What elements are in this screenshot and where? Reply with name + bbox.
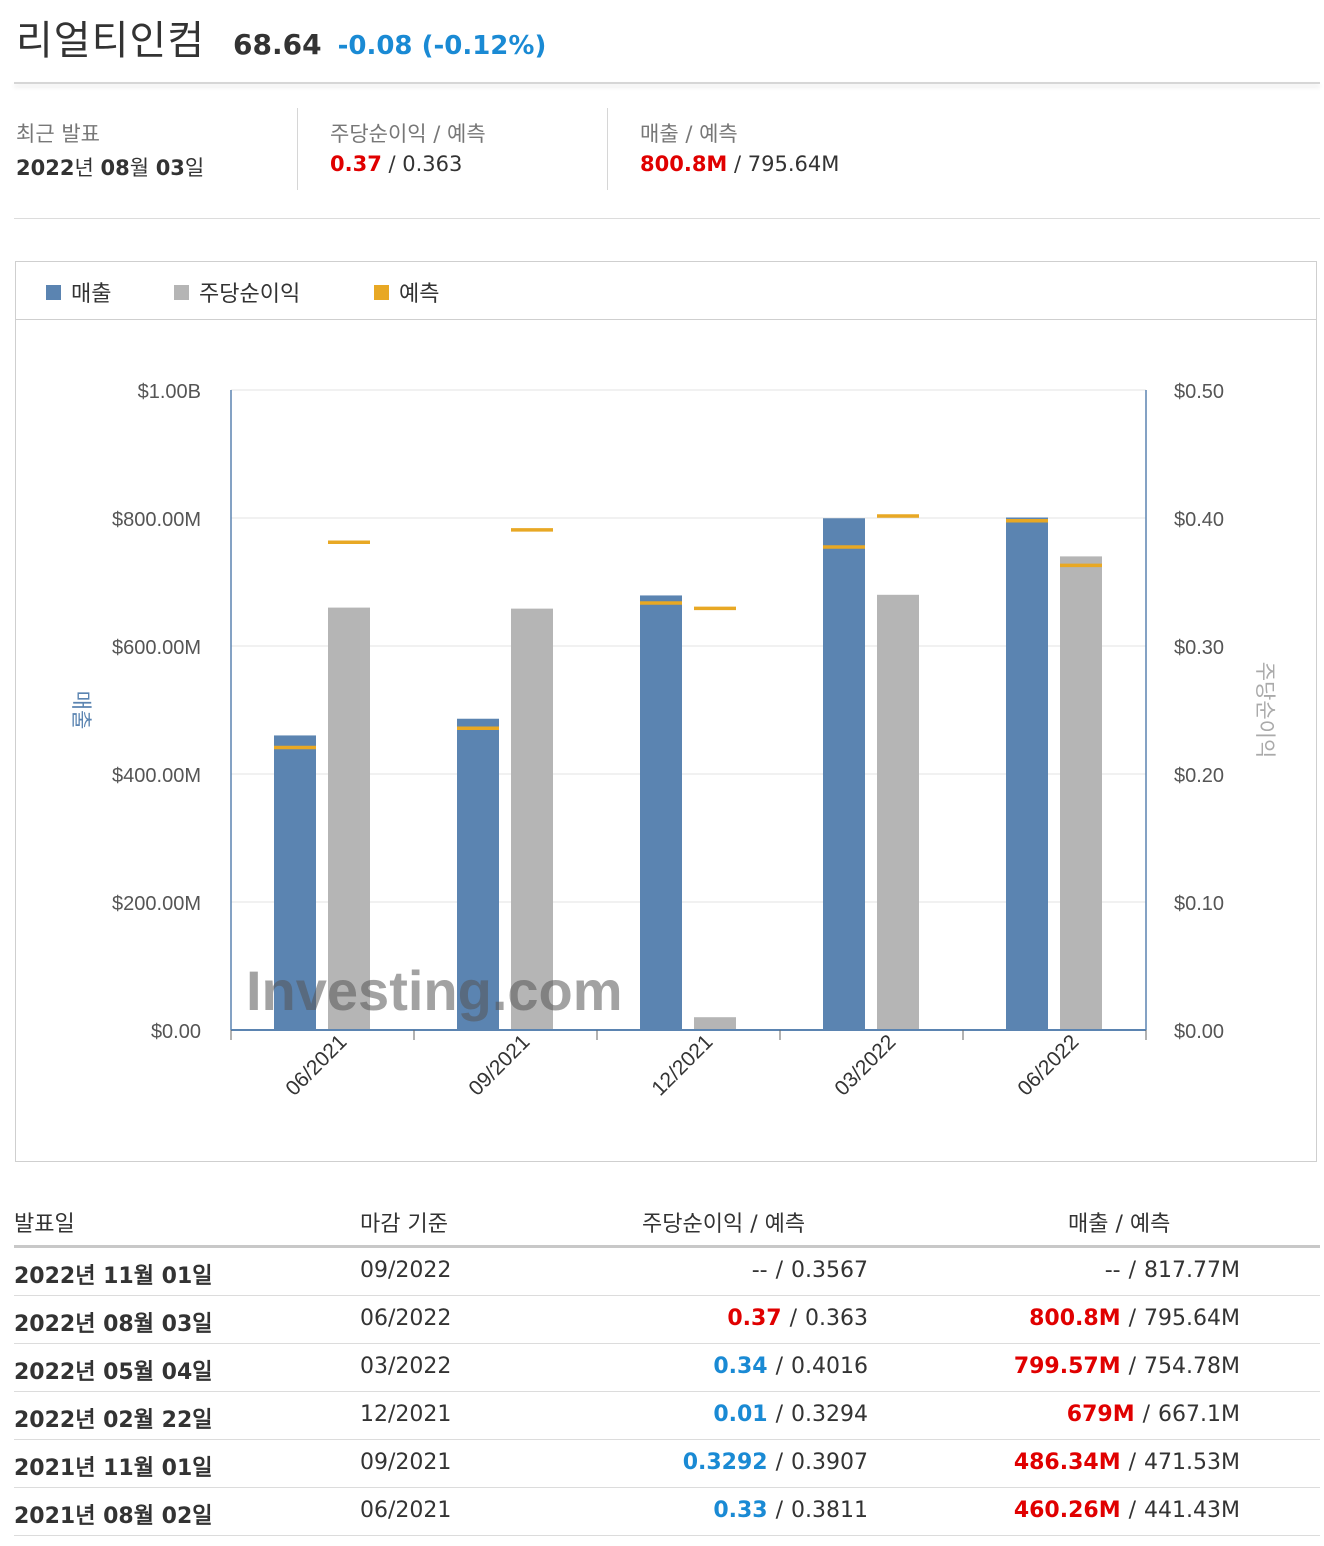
category-label: 09/2021 [464,1030,534,1100]
table-row: 2022년 05월 04일 03/2022 0.34/0.4016 799.57M/7… [14,1344,1320,1392]
stock-header: 리얼티인컴 68.64 -0.08 (-0.12%) [16,8,546,68]
revenue-summary-value: 800.8M / 795.64M [640,152,840,176]
company-name: 리얼티인컴 [16,18,205,64]
row-eps: 0.01/0.3294 [713,1402,868,1427]
revenue-bar [640,595,682,1030]
summary-separator [607,108,608,190]
category-label: 03/2022 [830,1030,900,1100]
summary-separator [297,108,298,190]
row-eps: 0.34/0.4016 [713,1354,868,1379]
legend-eps-label: 주당순이익 [199,282,301,307]
revenue-summary-label: 매출 / 예측 [640,122,738,146]
eps-bar [1060,556,1102,1030]
right-axis-label: 주당순이익 [1253,662,1277,759]
legend-revenue-label: 매출 [71,282,112,307]
right-tick-label: $0.40 [1174,509,1224,531]
row-period: 09/2022 [360,1258,452,1283]
right-tick-label: $0.10 [1174,893,1224,915]
legend-eps[interactable]: 주당순이익 [174,276,300,308]
row-revenue: --/817.77M [1104,1258,1240,1283]
revenue-bar [457,718,499,1030]
eps-summary-value: 0.37 / 0.363 [330,152,463,176]
row-release-date: 2022년 11월 01일 [14,1264,213,1289]
row-revenue: 679M/667.1M [1066,1402,1240,1427]
price-change: -0.08 (-0.12%) [337,31,547,61]
row-eps: 0.37/0.363 [727,1306,868,1331]
legend-forecast-label: 예측 [399,282,440,307]
legend-revenue[interactable]: 매출 [46,276,111,308]
revenue-bar [823,518,865,1030]
left-tick-label: $600.00M [112,637,201,659]
eps-bar [694,1017,736,1030]
row-eps: 0.3292/0.3907 [682,1450,868,1475]
category-label: 06/2022 [1013,1030,1083,1100]
latest-release-date: 2022년 08월 03일 [16,156,205,180]
stock-price: 68.64 [233,28,322,61]
legend-swatch-revenue [46,284,61,300]
table-row: 2022년 08월 03일 06/2022 0.37/0.363 800.8M/795… [14,1296,1320,1344]
row-release-date: 2022년 05월 04일 [14,1360,213,1385]
legend-forecast[interactable]: 예측 [374,276,439,308]
header-release-date[interactable]: 발표일 [14,1212,75,1237]
eps-bar [328,607,370,1030]
table-row: 2021년 11월 01일 09/2021 0.3292/0.3907 486.34M… [14,1440,1320,1488]
latest-release: 최근 발표 2022년 08월 03일 [16,108,204,190]
revenue-bar [1006,517,1048,1030]
left-tick-label: $200.00M [112,893,201,915]
row-release-date: 2021년 11월 01일 [14,1456,213,1481]
right-tick-label: $0.00 [1174,1021,1224,1043]
chart-legend: 매출 주당순이익 예측 [16,262,1316,320]
watermark-logo: Investing.com [246,959,623,1022]
legend-swatch-eps [174,284,189,300]
category-label: 06/2021 [281,1030,351,1100]
row-revenue: 486.34M/471.53M [1013,1450,1240,1475]
earnings-chart: 매출 주당순이익 예측 $0.00 $0.00 $200.00M $0.10 $400.… [15,261,1317,1162]
eps-bar [877,594,919,1030]
right-tick-label: $0.20 [1174,765,1224,787]
row-period: 09/2021 [360,1450,452,1475]
row-revenue: 460.26M/441.43M [1013,1498,1240,1523]
row-period: 06/2022 [360,1306,452,1331]
left-tick-label: $0.00 [151,1021,201,1043]
row-release-date: 2022년 02월 22일 [14,1408,213,1433]
category-label: 12/2021 [647,1030,717,1100]
chart-plot: $0.00 $0.00 $200.00M $0.10 $400.00M $0.20 $600… [69,381,1277,1100]
eps-summary-label: 주당순이익 / 예측 [330,122,486,146]
header-divider [14,82,1320,84]
right-tick-label: $0.50 [1174,381,1224,403]
row-eps: 0.33/0.3811 [713,1498,868,1523]
table-row: 2021년 08월 02일 06/2021 0.33/0.3811 460.26M/4… [14,1488,1320,1536]
eps-bar [511,608,553,1030]
header-revenue[interactable]: 매출 / 예측 [1068,1212,1171,1237]
left-axis-label: 매출 [69,691,93,730]
revenue-summary: 매출 / 예측 800.8M / 795.64M [640,108,839,190]
header-period[interactable]: 마감 기준 [360,1212,448,1237]
table-row: 2022년 11월 01일 09/2022 --/0.3567 --/817.77M [14,1248,1320,1296]
table-header: 발표일 마감 기준 주당순이익 / 예측 매출 / 예측 [14,1196,1320,1248]
table-row: 2022년 02월 22일 12/2021 0.01/0.3294 679M/667.… [14,1392,1320,1440]
row-release-date: 2021년 08월 02일 [14,1504,213,1529]
row-eps: --/0.3567 [751,1258,868,1283]
row-revenue: 799.57M/754.78M [1013,1354,1240,1379]
row-release-date: 2022년 08월 03일 [14,1312,213,1337]
left-tick-label: $1.00B [138,381,201,403]
row-period: 03/2022 [360,1354,452,1379]
eps-summary: 주당순이익 / 예측 0.37 / 0.363 [330,108,486,190]
revenue-bar [274,735,316,1030]
legend-swatch-forecast [374,284,389,300]
left-tick-label: $800.00M [112,509,201,531]
row-period: 12/2021 [360,1402,452,1427]
left-tick-label: $400.00M [112,765,201,787]
earnings-summary: 최근 발표 2022년 08월 03일 주당순이익 / 예측 0.37 / 0.… [14,108,1320,190]
summary-divider [14,218,1320,219]
row-period: 06/2021 [360,1498,452,1523]
latest-release-label: 최근 발표 [16,122,100,146]
right-tick-label: $0.30 [1174,637,1224,659]
header-eps[interactable]: 주당순이익 / 예측 [642,1212,806,1237]
row-revenue: 800.8M/795.64M [1029,1306,1240,1331]
